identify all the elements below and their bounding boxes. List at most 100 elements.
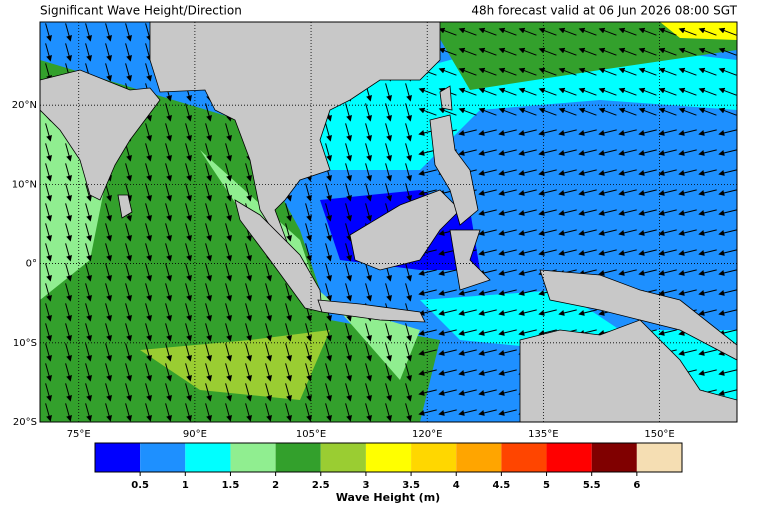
arrow [125,323,132,342]
arrow [245,243,252,262]
arrow [405,143,412,162]
arrow [125,23,132,42]
arrow [345,343,352,362]
arrow [598,67,617,76]
arrow [538,87,557,96]
arrow [65,363,72,382]
colorbar-swatch [365,443,412,472]
arrow [558,129,577,136]
arrow [638,47,657,56]
arrow [498,309,517,316]
arrow [385,83,392,102]
arrow [578,309,597,316]
arrow [165,303,172,322]
arrow [598,27,617,36]
arrow [698,349,717,356]
arrow [478,249,497,256]
colorbar-swatch [230,443,276,472]
arrow [85,43,92,62]
colorbar-tick-label: 2 [272,480,279,491]
arrow [638,149,657,156]
arrow [225,163,232,182]
arrow [285,343,292,362]
arrow [718,47,737,56]
arrow [105,263,112,282]
arrow [125,43,132,62]
arrow [165,183,172,202]
arrow [125,363,132,382]
arrow [345,323,352,342]
colorbar: 0.5 1 1.5 2 2.5 3 3.5 4 4.5 5 5.5 6 [94,442,683,491]
arrow [185,163,192,182]
lat-label: 20°N [12,100,37,111]
arrow [578,107,597,116]
arrow [45,43,52,62]
lon-label: 105°E [296,429,326,440]
arrow [85,323,92,342]
arrow [438,309,457,316]
arrow [698,47,717,56]
arrow [618,169,637,176]
arrow [658,107,677,116]
arrow [65,323,72,342]
arrow [538,107,557,116]
arrow [478,229,497,236]
arrow [65,163,72,182]
colorbar-tick-label: 5.5 [583,480,601,491]
arrow [718,189,737,196]
arrow [45,283,52,302]
arrow [405,103,412,122]
arrow [438,269,457,276]
arrow [365,203,372,222]
arrow [538,189,557,196]
arrow [325,403,332,422]
arrow [105,63,112,82]
arrow [478,289,497,296]
arrow [718,389,737,396]
arrow [185,183,192,202]
arrow [418,87,437,96]
arrow [598,169,617,176]
colorbar-tick-label: 5 [543,480,550,491]
arrow [678,189,697,196]
arrow [498,129,517,136]
arrow [418,269,437,276]
arrow [345,203,352,222]
arrow [458,87,477,96]
arrow [718,107,737,116]
colorbar-tick-label: 6 [633,480,640,491]
arrow [85,183,92,202]
arrow [405,383,412,402]
arrow [165,323,172,342]
wave-zone [430,22,737,90]
arrow [458,329,477,336]
arrow [45,163,52,182]
arrow [698,87,717,96]
arrow [498,189,517,196]
arrow [85,23,92,42]
arrow [85,243,92,262]
arrow [478,349,497,356]
arrow [345,123,352,142]
arrow [305,343,312,362]
arrow [145,363,152,382]
arrow [165,103,172,122]
arrow [618,67,637,76]
arrow [285,283,292,302]
arrow [345,223,352,242]
arrow [458,349,477,356]
arrow [45,203,52,222]
arrow [225,323,232,342]
arrow [385,403,392,422]
arrow [45,303,52,322]
arrow [205,343,212,362]
arrow [698,209,717,216]
arrow [345,383,352,402]
arrow [578,27,597,36]
arrow [305,223,312,242]
arrow [45,323,52,342]
arrow [418,107,437,116]
arrow [365,143,372,162]
arrow [205,143,212,162]
arrow [678,67,697,76]
